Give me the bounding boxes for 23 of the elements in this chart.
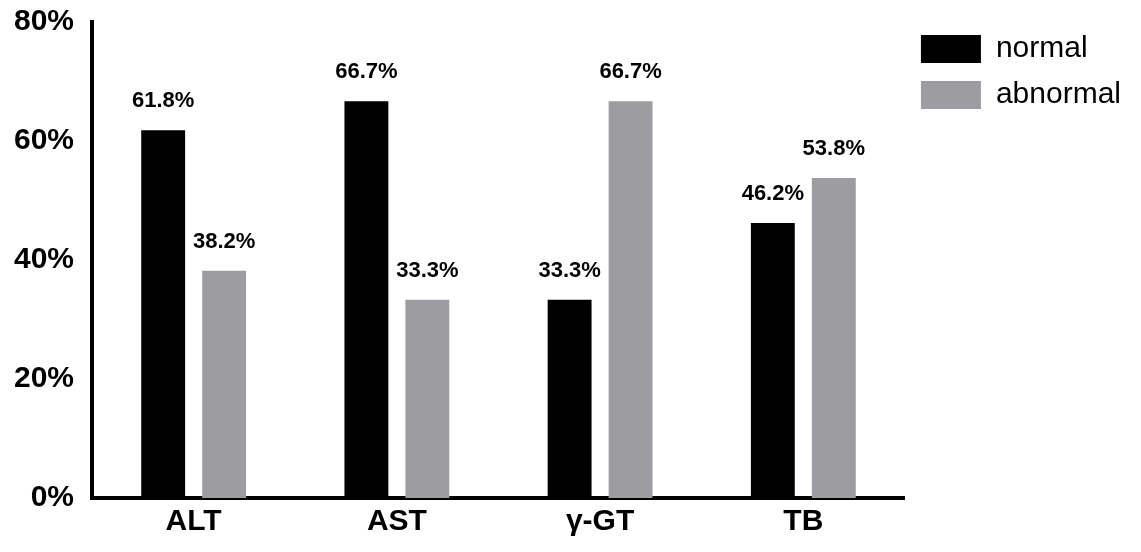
data-label: 66.7% — [335, 58, 398, 84]
bar — [405, 299, 450, 498]
y-tick-label: 80% — [14, 3, 75, 37]
y-tick-label: 60% — [14, 122, 75, 156]
legend-label: abnormal — [995, 76, 1122, 110]
data-label: 61.8% — [131, 87, 195, 113]
x-tick-label: ALT — [165, 503, 222, 537]
bar — [608, 101, 653, 498]
x-tick-label: AST — [366, 503, 427, 537]
y-tick-label: 0% — [30, 479, 75, 513]
data-label: 53.8% — [802, 134, 865, 160]
x-tick-label: TB — [783, 503, 824, 537]
data-label: 38.2% — [192, 227, 256, 253]
x-tick-label: γ-GT — [565, 503, 635, 537]
legend-label: normal — [995, 30, 1088, 64]
y-tick-label: 20% — [14, 360, 75, 394]
data-label: 46.2% — [741, 180, 805, 206]
bar — [811, 177, 856, 498]
data-label: 66.7% — [599, 58, 662, 84]
data-label: 33.3% — [396, 256, 459, 282]
y-tick-label: 40% — [14, 241, 75, 275]
data-label: 33.3% — [538, 256, 601, 282]
bar — [202, 270, 247, 498]
